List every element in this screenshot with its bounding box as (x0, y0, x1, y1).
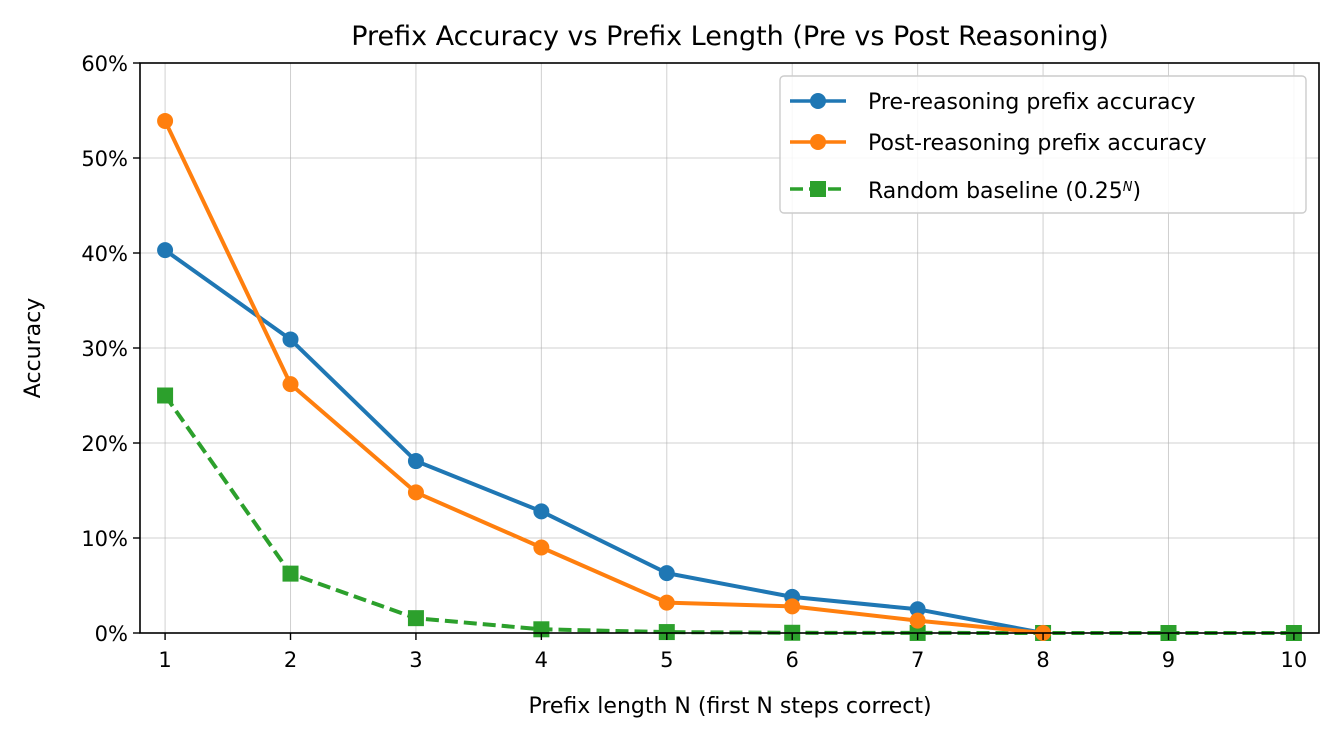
x-tick-label: 4 (535, 648, 548, 672)
axis-ticks: 0% 10% 20% 30% 40% 50% 60% 1 2 3 4 5 6 7 8 9 10 (81, 52, 1307, 672)
data-point-circle (658, 565, 675, 582)
data-point-circle (282, 376, 299, 393)
legend-box (779, 75, 1307, 214)
x-tick-label: 5 (660, 648, 673, 672)
legend-marker-post (810, 134, 826, 150)
data-point-circle (533, 539, 550, 556)
x-tick-label: 9 (1162, 648, 1175, 672)
data-point-circle (784, 598, 801, 615)
y-axis-label: Accuracy (21, 298, 46, 398)
data-point-circle (658, 594, 675, 611)
x-tick-label: 8 (1036, 648, 1049, 672)
legend-label-pre: Pre-reasoning prefix accuracy (868, 90, 1196, 115)
legend-marker-random (810, 181, 826, 197)
series-line-1 (163, 120, 1044, 635)
legend-marker-pre (810, 93, 826, 109)
y-tick-label: 60% (81, 52, 128, 76)
y-tick-label: 10% (81, 527, 128, 551)
series-line-0 (163, 248, 1044, 635)
data-point-circle (282, 331, 299, 348)
legend: Pre-reasoning prefix accuracy Post-reaso… (779, 75, 1307, 214)
data-point-circle (157, 242, 174, 259)
x-tick-label: 7 (911, 648, 924, 672)
legend-label-post: Post-reasoning prefix accuracy (868, 131, 1207, 156)
y-tick-label: 0% (95, 622, 128, 646)
legend-label-random: Random baseline (0.25N) (868, 179, 1141, 204)
data-point-circle (407, 453, 424, 470)
data-point-circle (909, 601, 926, 618)
y-tick-label: 30% (81, 337, 128, 361)
y-tick-label: 50% (81, 147, 128, 171)
x-tick-label: 3 (409, 648, 422, 672)
data-point-circle (157, 112, 174, 129)
data-point-circle (407, 484, 424, 501)
data-point-circle (909, 612, 926, 629)
y-tick-label: 20% (81, 432, 128, 456)
x-tick-label: 6 (786, 648, 799, 672)
y-tick-label: 40% (81, 242, 128, 266)
data-point-square (658, 624, 675, 641)
data-point-circle (533, 503, 550, 520)
x-tick-label: 10 (1281, 648, 1308, 672)
x-tick-label: 1 (158, 648, 171, 672)
data-point-square (282, 565, 299, 582)
chart-title: Prefix Accuracy vs Prefix Length (Pre vs… (351, 21, 1109, 52)
x-tick-label: 2 (284, 648, 297, 672)
x-axis-label: Prefix length N (first N steps correct) (528, 694, 931, 719)
grid-lines (140, 62, 1319, 634)
data-point-square (157, 387, 174, 404)
data-point-square (407, 610, 424, 627)
